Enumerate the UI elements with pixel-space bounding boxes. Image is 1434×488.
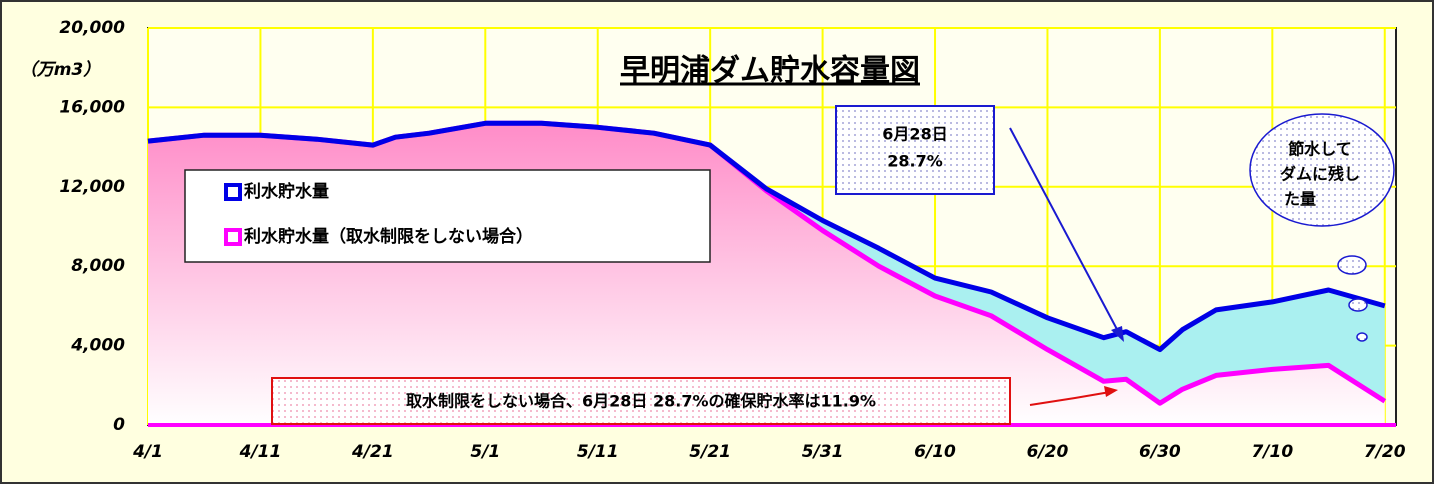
y-tick-label: 12,000 [59, 177, 125, 197]
x-tick-label: 5/21 [689, 442, 731, 462]
y-tick-label: 8,000 [71, 256, 125, 276]
x-tick-label: 4/21 [351, 442, 394, 462]
legend-label: 利水貯水量 [244, 181, 329, 202]
legend-marker [226, 230, 240, 244]
chart-title: 早明浦ダム貯水容量図 [620, 54, 920, 89]
callout-text: 6月28日 [882, 125, 947, 144]
chart: （万m3） 早明浦ダム貯水容量図 利水貯水量利水貯水量（取水制限をしない場合） … [0, 0, 1434, 484]
legend-label: 利水貯水量（取水制限をしない場合） [244, 226, 533, 247]
legend-marker [226, 185, 240, 199]
x-tick-label: 5/1 [470, 442, 500, 462]
cloud-text: ダムに残し [1280, 165, 1360, 184]
x-tick-label: 7/20 [1364, 442, 1406, 462]
y-tick-label: 0 [113, 415, 125, 435]
y-tick-label: 20,000 [59, 18, 125, 38]
x-tick-label: 6/20 [1027, 442, 1069, 462]
y-tick-label: 16,000 [59, 97, 125, 117]
y-tick-label: 4,000 [70, 336, 125, 356]
cloud-text: 節水して [1287, 140, 1352, 159]
y-unit: （万m3） [20, 60, 101, 80]
callout-text: 28.7% [887, 152, 943, 171]
x-tick-label: 5/11 [577, 442, 619, 462]
x-tick-label: 5/31 [802, 442, 844, 462]
x-tick-label: 6/30 [1139, 442, 1181, 462]
x-tick-label: 6/10 [914, 442, 956, 462]
note-text: 取水制限をしない場合、6月28日 28.7%の確保貯水率は11.9% [406, 392, 876, 411]
x-tick-label: 4/1 [132, 442, 163, 462]
callout-box [836, 106, 994, 194]
note: 取水制限をしない場合、6月28日 28.7%の確保貯水率は11.9% [272, 378, 1118, 424]
x-tick-label: 4/11 [239, 442, 282, 462]
cloud-text: た量 [1284, 190, 1316, 209]
x-tick-label: 7/10 [1251, 442, 1293, 462]
